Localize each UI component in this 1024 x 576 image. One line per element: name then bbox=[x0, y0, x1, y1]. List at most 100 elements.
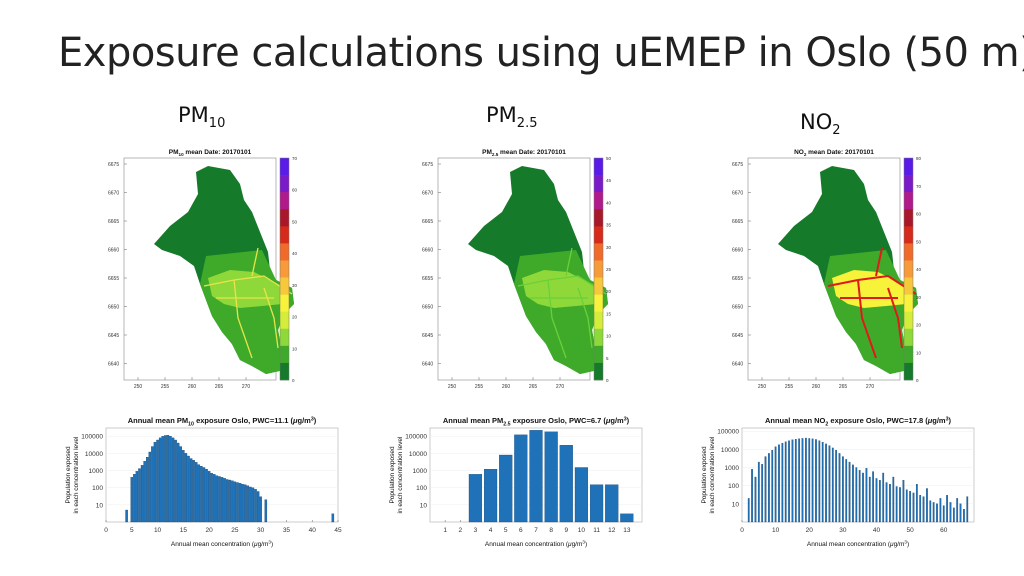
map-xtick-label: 250 bbox=[448, 384, 457, 390]
histogram-bar bbox=[926, 488, 928, 523]
histogram-bar bbox=[842, 456, 844, 523]
histogram-ytick-label: 100 bbox=[728, 483, 739, 490]
histogram-ytick-label: 1000 bbox=[89, 468, 104, 475]
map-xtick-label: 255 bbox=[475, 384, 484, 390]
histogram-bar bbox=[169, 436, 172, 523]
histogram-bar bbox=[909, 490, 911, 523]
histogram-xtick-label: 40 bbox=[309, 527, 317, 534]
histogram-title: Annual mean PM10 exposure Oslo, PWC=11.1… bbox=[128, 416, 317, 427]
histogram-bar bbox=[468, 474, 483, 523]
histogram-bar bbox=[784, 441, 787, 523]
histogram-bar bbox=[805, 437, 807, 523]
histogram-ytick-label: 10000 bbox=[85, 451, 103, 458]
colorbar-tick-label: 0 bbox=[606, 378, 609, 383]
histogram-bar bbox=[794, 439, 797, 523]
map-ytick-label: 6655 bbox=[732, 276, 743, 282]
histogram-bar bbox=[176, 442, 180, 523]
map-xtick-label: 260 bbox=[812, 384, 821, 390]
map-ytick-label: 6675 bbox=[422, 162, 433, 168]
histogram-bar bbox=[919, 495, 922, 523]
histogram-xtick-label: 30 bbox=[839, 527, 847, 534]
histogram-bar bbox=[138, 468, 141, 523]
histogram-bar bbox=[223, 478, 226, 523]
histogram-xlabel: Annual mean concentration (μg/m3) bbox=[171, 540, 273, 548]
histogram-xlabel: Annual mean concentration (μg/m3) bbox=[807, 540, 909, 548]
histogram-ylabel-line2: in each concentration level bbox=[397, 436, 404, 514]
histogram-bar bbox=[161, 436, 164, 523]
histogram-bar bbox=[757, 461, 760, 523]
map-xtick-label: 265 bbox=[529, 384, 538, 390]
histogram-ytick-label: 100000 bbox=[405, 434, 427, 441]
map-ytick-label: 6645 bbox=[108, 333, 119, 339]
histogram-bar bbox=[259, 496, 262, 523]
histogram-ytick-label: 1000 bbox=[725, 465, 740, 472]
colorbar-segment bbox=[594, 328, 603, 347]
histogram-ytick-label: 10 bbox=[420, 502, 428, 509]
histogram-xtick-label: 10 bbox=[154, 527, 162, 534]
colorbar-segment bbox=[594, 345, 603, 364]
colorbar-segment bbox=[280, 328, 289, 347]
histogram-xtick-label: 5 bbox=[130, 527, 134, 534]
map-title: NO2 mean Date: 20170101 bbox=[794, 149, 874, 157]
map-ytick-label: 6640 bbox=[422, 362, 433, 368]
colorbar-segment bbox=[594, 209, 603, 227]
map-xtick-label: 250 bbox=[134, 384, 143, 390]
map-ytick-label: 6660 bbox=[422, 248, 433, 254]
histogram-bar bbox=[158, 437, 162, 523]
histogram-bar bbox=[194, 462, 198, 523]
map-ytick-label: 6675 bbox=[108, 162, 119, 168]
histogram-bar bbox=[932, 502, 935, 523]
histogram-bar bbox=[220, 477, 224, 523]
histogram-bar bbox=[808, 438, 811, 523]
colorbar-tick-label: 70 bbox=[916, 184, 922, 189]
histogram-bar bbox=[544, 431, 558, 523]
histogram-xtick-label: 45 bbox=[334, 527, 342, 534]
colorbar-tick-label: 40 bbox=[606, 200, 612, 205]
histogram-xtick-label: 7 bbox=[534, 527, 538, 534]
colorbar-segment bbox=[594, 294, 603, 312]
road-line bbox=[251, 247, 259, 277]
map-ytick-label: 6645 bbox=[732, 333, 743, 339]
histogram-bar bbox=[200, 465, 203, 523]
histogram-bar bbox=[156, 439, 159, 523]
histogram-title: Annual mean PM2.5 exposure Oslo, PWC=6.7… bbox=[443, 416, 630, 427]
histogram-bar bbox=[125, 509, 128, 523]
map-xtick-label: 270 bbox=[556, 384, 565, 390]
histogram-ytick-label: 10000 bbox=[721, 447, 739, 454]
colorbar-segment bbox=[904, 260, 913, 278]
histogram-bar bbox=[197, 464, 201, 523]
histogram-bar bbox=[228, 479, 231, 523]
colorbar-segment bbox=[904, 175, 913, 193]
histogram-bar bbox=[828, 445, 831, 523]
colorbar-segment bbox=[280, 158, 289, 176]
histogram-bar bbox=[781, 442, 784, 523]
oslo-region bbox=[778, 166, 918, 374]
histogram-bar bbox=[922, 496, 925, 523]
map-ytick-label: 6670 bbox=[732, 191, 743, 197]
histogram-bar bbox=[845, 459, 848, 523]
colorbar-segment bbox=[904, 226, 913, 244]
histogram-xtick-label: 6 bbox=[519, 527, 523, 534]
road-line bbox=[547, 279, 567, 359]
histogram-bar bbox=[905, 489, 908, 523]
histogram-axes bbox=[741, 427, 975, 523]
colorbar-segment bbox=[904, 209, 913, 227]
histogram-bar bbox=[889, 484, 891, 523]
histogram-bar bbox=[959, 503, 962, 523]
histogram-ylabel-line1: Population exposed bbox=[65, 446, 72, 503]
colorbar-tick-label: 80 bbox=[916, 156, 922, 161]
histogram-xtick-label: 0 bbox=[104, 527, 108, 534]
histogram-xtick-label: 25 bbox=[231, 527, 239, 534]
colorbar-tick-label: 0 bbox=[916, 378, 919, 383]
histogram-xtick-label: 1 bbox=[443, 527, 447, 534]
histogram-xtick-label: 15 bbox=[180, 527, 188, 534]
histogram-ytick-label: 10 bbox=[732, 501, 740, 508]
histogram-bar bbox=[254, 489, 257, 523]
histogram-bar bbox=[231, 480, 234, 523]
histogram-ylabel-line1: Population exposed bbox=[389, 446, 396, 503]
no2-exposure-histogram: Annual mean NO2 exposure Oslo, PWC=17.8 … bbox=[701, 416, 975, 548]
histogram-bar bbox=[895, 486, 898, 523]
histogram-ytick-label: 100 bbox=[92, 485, 103, 492]
histogram-bar bbox=[202, 467, 206, 523]
histogram-bar bbox=[145, 457, 149, 523]
